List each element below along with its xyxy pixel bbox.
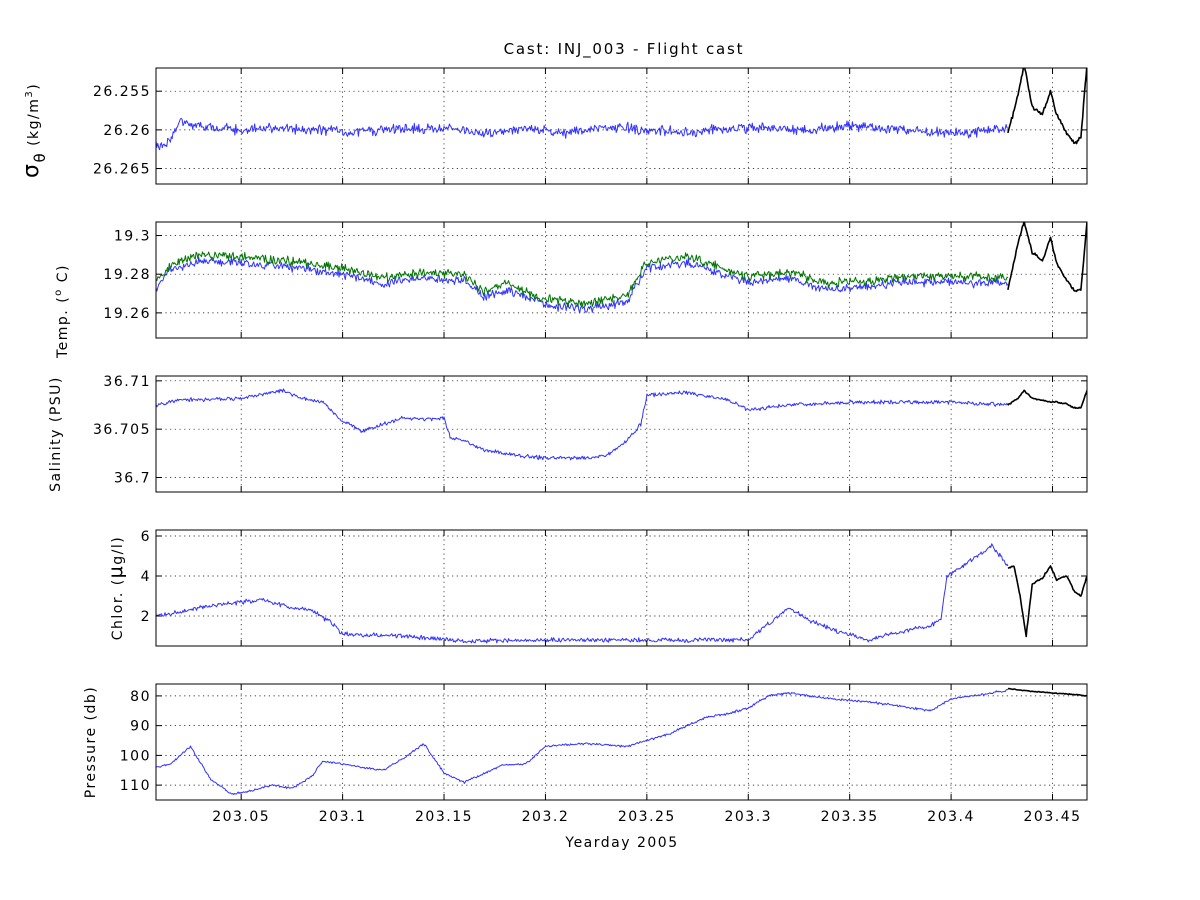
temperature-ytick-label-1: 19.28 xyxy=(103,267,151,283)
pressure-ytick-label-2: 100 xyxy=(120,748,151,764)
panel-sigma-theta: 26.255 26.26 26.265 σθ (kg/m3) xyxy=(19,67,1088,185)
temperature-ytick-label-0: 19.26 xyxy=(103,306,151,322)
ylabel-sigma-theta: σθ (kg/m3) xyxy=(19,83,49,178)
pressure-series-1 xyxy=(1007,687,1087,697)
salinity-ytick-label-2: 36.71 xyxy=(103,374,151,390)
pressure-xtick-label-5: 203.3 xyxy=(724,809,772,825)
axes-frame-temperature xyxy=(155,221,1088,339)
panel-chlorophyll: 2 4 6 Chlor. (μg/l) xyxy=(105,529,1088,647)
pressure-xtick-label-8: 203.45 xyxy=(1024,809,1082,825)
salinity-series-1 xyxy=(1007,389,1087,410)
ylabel-temperature: Temp. (o C) xyxy=(53,264,71,359)
pressure-xtick-label-6: 203.35 xyxy=(821,809,879,825)
pressure-ytick-label-3: 110 xyxy=(120,778,151,794)
pressure-ytick-label-1: 90 xyxy=(130,719,151,735)
chlorophyll-ytick-label-2: 6 xyxy=(141,529,151,545)
pressure-xtick-label-7: 203.4 xyxy=(927,809,975,825)
figure-title: Cast: INJ_003 - Flight cast xyxy=(504,40,745,59)
ylabel-pressure: Pressure (db) xyxy=(83,686,99,798)
pressure-xtick-label-3: 203.2 xyxy=(522,809,570,825)
ylabel-salinity: Salinity (PSU) xyxy=(48,376,64,492)
sigma-theta-ytick-label-1: 26.26 xyxy=(103,123,151,139)
axes-frame-salinity xyxy=(155,375,1088,493)
temperature-series-1 xyxy=(156,251,1009,308)
salinity-ytick-label-0: 36.7 xyxy=(114,471,151,487)
salinity-series-0 xyxy=(156,388,1009,461)
axes-frame-pressure xyxy=(155,683,1088,801)
temperature-ytick-label-2: 19.3 xyxy=(114,229,151,245)
pressure-xtick-label-0: 203.05 xyxy=(212,809,270,825)
salinity-ytick-label-1: 36.705 xyxy=(93,422,151,438)
ylabel-chlorophyll: Chlor. (μg/l) xyxy=(105,536,127,641)
sigma-theta-ytick-label-0: 26.255 xyxy=(93,84,151,100)
axes-frame-chlorophyll xyxy=(155,529,1088,647)
pressure-xtick-label-2: 203.15 xyxy=(415,809,473,825)
temperature-series-0 xyxy=(156,256,1009,314)
chlorophyll-ytick-label-0: 2 xyxy=(141,609,151,625)
xlabel: Yearday 2005 xyxy=(564,835,678,851)
panel-temperature: 19.26 19.28 19.3 Temp. (o C) xyxy=(53,221,1088,359)
pressure-ytick-label-0: 80 xyxy=(130,689,151,705)
sigma-theta-ytick-label-2: 26.265 xyxy=(93,162,151,178)
temperature-series-2 xyxy=(1007,222,1087,293)
pressure-xtick-label-4: 203.25 xyxy=(618,809,676,825)
sigma-theta-series-0 xyxy=(156,117,1009,151)
sigma-theta-series-1 xyxy=(1007,68,1087,145)
pressure-xtick-label-1: 203.1 xyxy=(319,809,367,825)
pressure-series-0 xyxy=(156,689,1009,795)
chlorophyll-series-0 xyxy=(156,543,1009,644)
chlorophyll-ytick-label-1: 4 xyxy=(141,569,151,585)
chlorophyll-series-1 xyxy=(1007,565,1087,638)
axes-frame-sigma-theta xyxy=(155,67,1088,185)
panel-salinity: 36.7 36.705 36.71 Salinity (PSU) xyxy=(48,374,1088,493)
panel-pressure: 203.05 203.1 203.15 203.2 203.25 203.3 203.35 2… xyxy=(83,683,1088,825)
